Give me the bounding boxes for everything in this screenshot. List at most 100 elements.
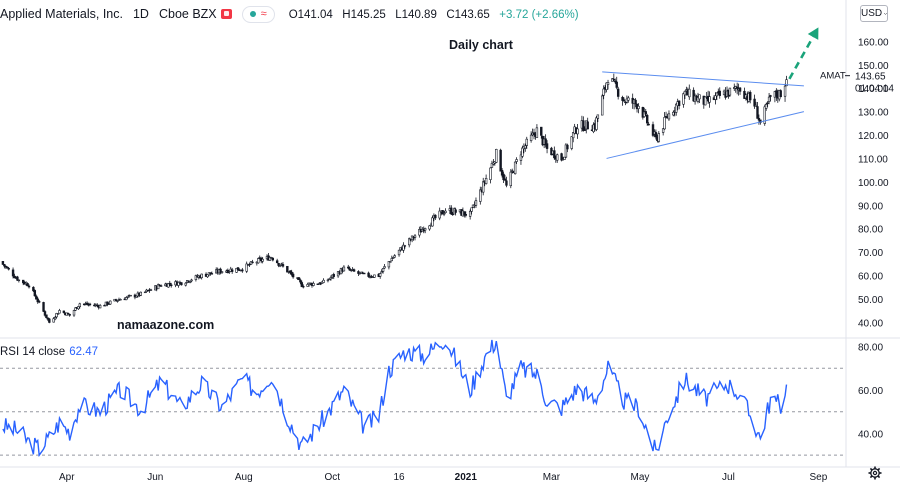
open-value: O141.04 bbox=[288, 9, 333, 21]
candle-body bbox=[675, 103, 678, 113]
trendline bbox=[606, 111, 805, 159]
candle-body bbox=[114, 299, 118, 301]
candle-body bbox=[544, 138, 547, 146]
high-value: H145.25 bbox=[342, 9, 386, 21]
candle-body bbox=[13, 275, 16, 279]
candle-body bbox=[37, 301, 41, 303]
candle-body bbox=[332, 274, 335, 277]
time-tick-label: Apr bbox=[59, 472, 75, 483]
candle-body bbox=[42, 302, 45, 312]
candle-body bbox=[7, 268, 10, 270]
candle-body bbox=[482, 181, 485, 193]
candle-body bbox=[380, 271, 383, 274]
candle-body bbox=[634, 99, 637, 105]
ohlc-values: O141.04 H145.25 L140.89 C143.65 +3.72 (+… bbox=[289, 7, 585, 21]
candle-body bbox=[342, 266, 346, 272]
candle-body bbox=[602, 88, 605, 96]
status-pill[interactable]: ≈ bbox=[241, 5, 275, 23]
candle-body bbox=[499, 149, 502, 172]
candle-body bbox=[271, 257, 275, 261]
price-tick-label: 100.00 bbox=[858, 178, 889, 189]
candle-body bbox=[33, 290, 37, 297]
rsi-tick-label: 80.00 bbox=[858, 343, 883, 354]
candle-body bbox=[524, 145, 527, 149]
candle-body bbox=[728, 87, 732, 96]
candle-body bbox=[373, 274, 376, 278]
candle-body bbox=[509, 171, 512, 187]
candle-body bbox=[135, 295, 138, 298]
candle-body bbox=[601, 95, 604, 116]
candle-body bbox=[441, 210, 444, 215]
exchange-label: Cboe BZX bbox=[158, 7, 217, 21]
candle-body bbox=[67, 313, 70, 315]
candle-body bbox=[291, 273, 295, 278]
candle-body bbox=[35, 295, 38, 300]
candle-body bbox=[753, 98, 756, 107]
candle-body bbox=[188, 281, 192, 283]
candle-body bbox=[505, 180, 508, 186]
time-tick-label: Aug bbox=[235, 472, 253, 483]
rsi-value: 62.47 bbox=[69, 346, 98, 358]
candle-body bbox=[785, 79, 788, 87]
candle-body bbox=[479, 189, 482, 202]
candle-body bbox=[571, 132, 575, 139]
last-price-label: 143.65 bbox=[855, 72, 886, 83]
candle-body bbox=[126, 295, 129, 298]
candle-body bbox=[408, 238, 411, 246]
symbol-legend: Applied Materials, Inc. 1D Cboe BZX ≈ O1… bbox=[0, 5, 585, 23]
candle-body bbox=[46, 317, 50, 320]
candle-body bbox=[513, 161, 517, 175]
candle-body bbox=[615, 81, 618, 88]
trendline bbox=[602, 71, 804, 87]
candle-body bbox=[612, 78, 616, 81]
price-tick-label: 140.00 bbox=[858, 84, 889, 95]
candle-body bbox=[625, 98, 629, 103]
candle-body bbox=[297, 277, 301, 281]
candle-body bbox=[74, 307, 77, 311]
candle-body bbox=[503, 178, 507, 181]
candle-body bbox=[53, 317, 57, 320]
candle-body bbox=[200, 273, 203, 278]
candle-body bbox=[566, 144, 569, 150]
arrow-head-icon bbox=[807, 27, 819, 40]
candle-body bbox=[326, 279, 330, 282]
candle-body bbox=[545, 143, 549, 149]
candle-body bbox=[749, 92, 752, 101]
candle-body bbox=[78, 303, 82, 307]
candle-body bbox=[352, 269, 356, 272]
candle-body bbox=[468, 210, 472, 217]
candle-body bbox=[167, 283, 170, 288]
candle-body bbox=[22, 279, 25, 284]
candle-body bbox=[109, 300, 112, 305]
symbol-title[interactable]: Applied Materials, Inc. bbox=[0, 7, 123, 21]
candle-body bbox=[570, 136, 573, 149]
price-tick-label: 60.00 bbox=[858, 271, 883, 282]
candle-body bbox=[688, 88, 691, 98]
time-tick-label: Jun bbox=[147, 472, 163, 483]
candle-body bbox=[85, 302, 89, 305]
candle-body bbox=[72, 310, 76, 316]
candle-body bbox=[11, 269, 15, 277]
currency-button[interactable]: USD bbox=[860, 5, 888, 22]
candle-body bbox=[125, 297, 128, 301]
price-tick-label: 150.00 bbox=[858, 61, 889, 72]
candle-body bbox=[381, 268, 385, 272]
candle-body bbox=[3, 264, 6, 267]
flag-icon[interactable] bbox=[220, 9, 232, 19]
candle-body bbox=[210, 273, 214, 275]
candle-body bbox=[116, 300, 119, 302]
rsi-legend[interactable]: RSI 14 close 62.47 bbox=[0, 346, 98, 358]
candle-body bbox=[88, 303, 92, 306]
candle-body bbox=[763, 106, 766, 124]
candle-body bbox=[672, 111, 675, 116]
countdown-label: 01:04:14 bbox=[855, 84, 894, 95]
ticker-axis-label: AMAT bbox=[820, 71, 846, 82]
candle-body bbox=[637, 105, 640, 110]
candle-body bbox=[58, 310, 61, 314]
candle-body bbox=[431, 217, 434, 227]
candle-body bbox=[614, 80, 617, 83]
interval-label[interactable]: 1D bbox=[132, 7, 149, 21]
gear-icon[interactable] bbox=[868, 466, 882, 480]
